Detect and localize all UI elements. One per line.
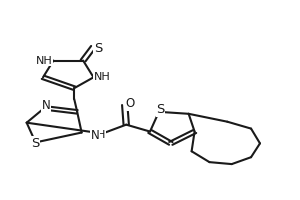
Text: NH: NH	[94, 72, 110, 82]
Text: S: S	[156, 103, 165, 116]
Text: N: N	[91, 129, 99, 142]
Text: S: S	[94, 42, 102, 55]
Text: O: O	[125, 97, 135, 110]
Text: S: S	[32, 137, 40, 150]
Text: NH: NH	[36, 56, 53, 66]
Text: H: H	[97, 130, 105, 140]
Text: N: N	[42, 99, 50, 112]
